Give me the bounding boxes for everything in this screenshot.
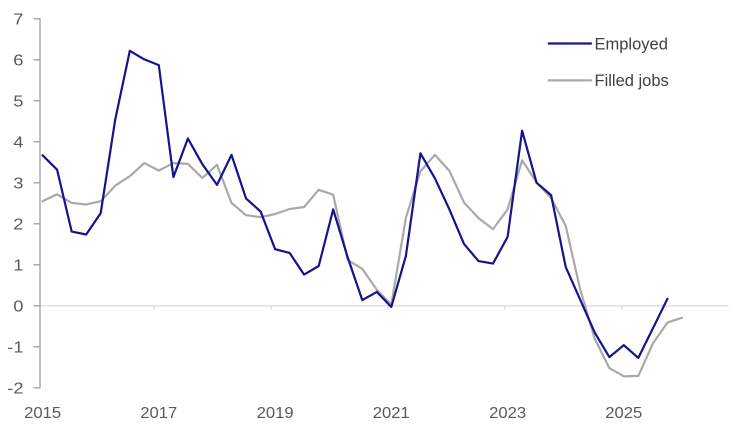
svg-text:5: 5 <box>13 93 23 110</box>
svg-text:2015: 2015 <box>24 405 61 422</box>
svg-text:3: 3 <box>13 175 23 192</box>
svg-text:-2: -2 <box>7 380 23 397</box>
svg-text:2019: 2019 <box>257 405 294 422</box>
svg-text:2017: 2017 <box>140 405 177 422</box>
svg-text:-1: -1 <box>7 339 23 356</box>
svg-text:2021: 2021 <box>373 405 410 422</box>
svg-text:7: 7 <box>13 11 23 28</box>
svg-text:0: 0 <box>13 298 23 315</box>
svg-text:Employed: Employed <box>595 35 668 53</box>
svg-text:2: 2 <box>13 216 23 233</box>
svg-text:4: 4 <box>13 134 23 151</box>
svg-text:Filled jobs: Filled jobs <box>595 72 669 90</box>
svg-text:6: 6 <box>13 52 23 69</box>
svg-text:1: 1 <box>13 257 23 274</box>
svg-text:2023: 2023 <box>489 405 526 422</box>
svg-text:2025: 2025 <box>605 405 642 422</box>
